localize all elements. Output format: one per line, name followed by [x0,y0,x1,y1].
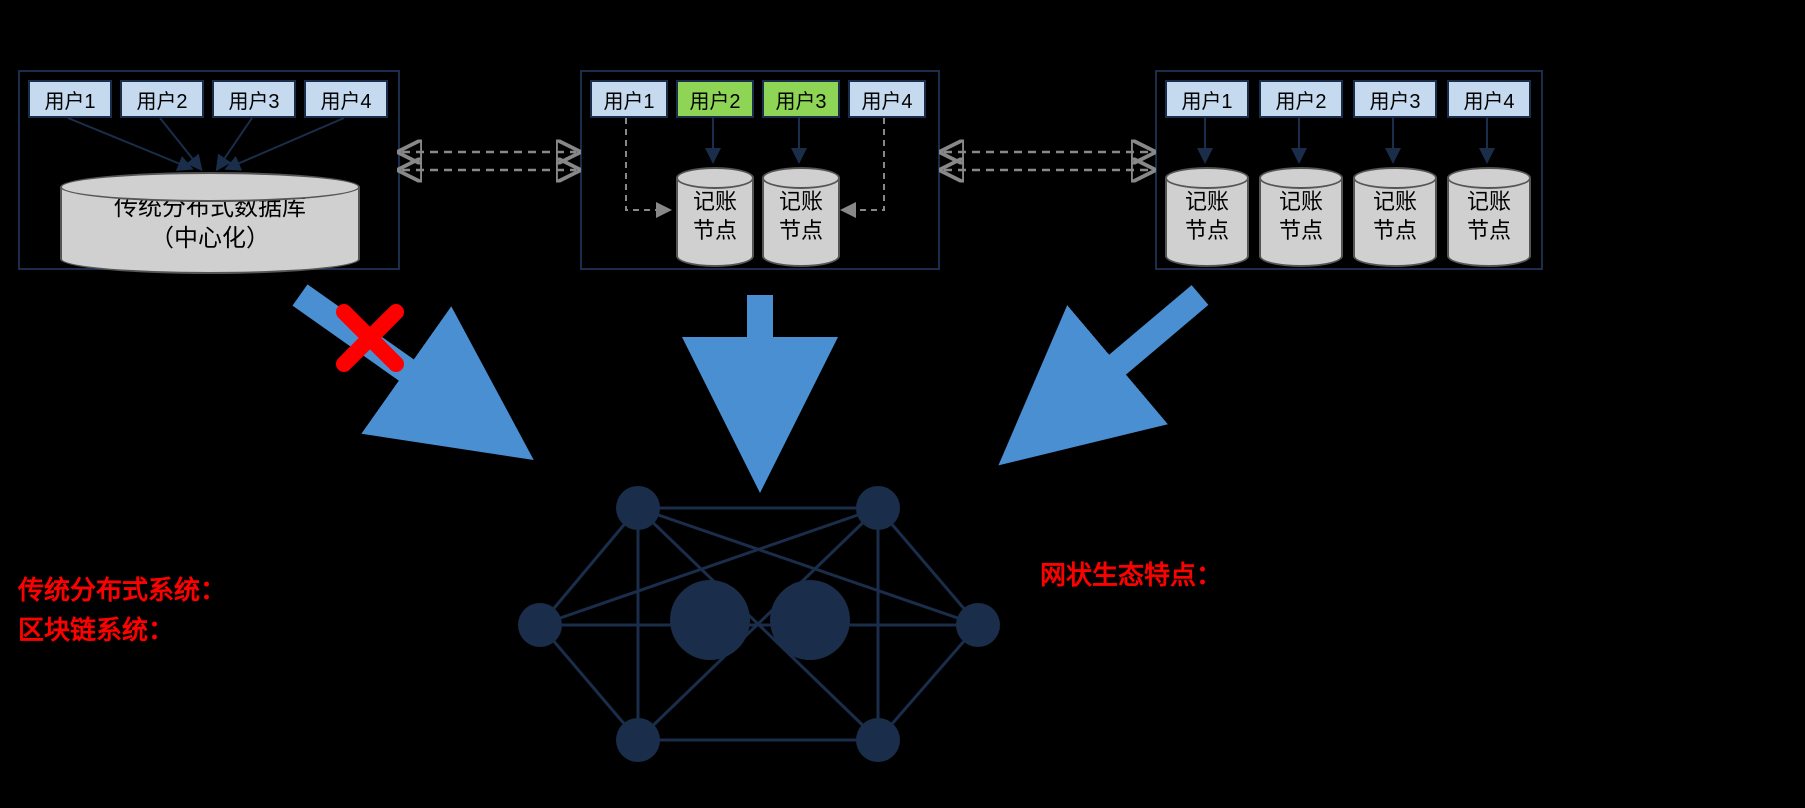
panel-centralized: 用户1 用户2 用户3 用户4 传统分布式数据库 （中心化） [18,70,400,270]
node-label-line1: 记账 [779,188,823,217]
user-box: 用户3 [1353,80,1437,118]
ledger-node-cylinder: 记账 节点 [676,167,754,262]
user-label: 用户2 [689,85,740,114]
label-traditional-system: 传统分布式系统： [18,570,226,607]
user-label: 用户4 [1463,85,1514,114]
user-label: 用户1 [44,85,95,114]
blocked-x-icon [344,312,396,364]
user-box-green: 用户3 [762,80,840,118]
user-label: 用户2 [1275,85,1326,114]
ledger-node-cylinder: 记账 节点 [1447,167,1531,262]
user-box: 用户2 [120,80,204,118]
user-box: 用户1 [590,80,668,118]
centralized-db-cylinder: 传统分布式数据库 （中心化） [60,172,360,262]
arrow-blocked [300,295,470,415]
ledger-node-cylinder: 记账 节点 [1165,167,1249,262]
node-label-line2: 节点 [779,217,823,246]
user-label: 用户3 [775,85,826,114]
user-label: 用户1 [1181,85,1232,114]
node-label-line2: 节点 [693,217,737,246]
user-box: 用户4 [304,80,388,118]
user-box: 用户4 [1447,80,1531,118]
user-label: 用户1 [603,85,654,114]
user-label: 用户4 [861,85,912,114]
user-box: 用户2 [1259,80,1343,118]
ledger-node-cylinder: 记账 节点 [762,167,840,262]
user-box: 用户3 [212,80,296,118]
db-label-line2: （中心化） [150,223,270,254]
user-label: 用户4 [320,85,371,114]
panel-full-decentralized: 用户1 用户2 用户3 用户4 记账 节点 记账 节点 记账 节点 记账 节点 [1155,70,1543,270]
user-box: 用户1 [1165,80,1249,118]
ledger-node-cylinder: 记账 节点 [1353,167,1437,262]
ledger-node-cylinder: 记账 节点 [1259,167,1343,262]
user-box-green: 用户2 [676,80,754,118]
user-label: 用户3 [228,85,279,114]
label-blockchain-system: 区块链系统： [18,610,174,647]
panel-partial-decentralized: 用户1 用户2 用户3 用户4 记账 节点 记账 节点 [580,70,940,270]
node-label-line1: 记账 [693,188,737,217]
user-label: 用户3 [1369,85,1420,114]
user-box: 用户4 [848,80,926,118]
user-box: 用户1 [28,80,112,118]
user-label: 用户2 [136,85,187,114]
label-mesh-features: 网状生态特点： [1040,555,1222,592]
